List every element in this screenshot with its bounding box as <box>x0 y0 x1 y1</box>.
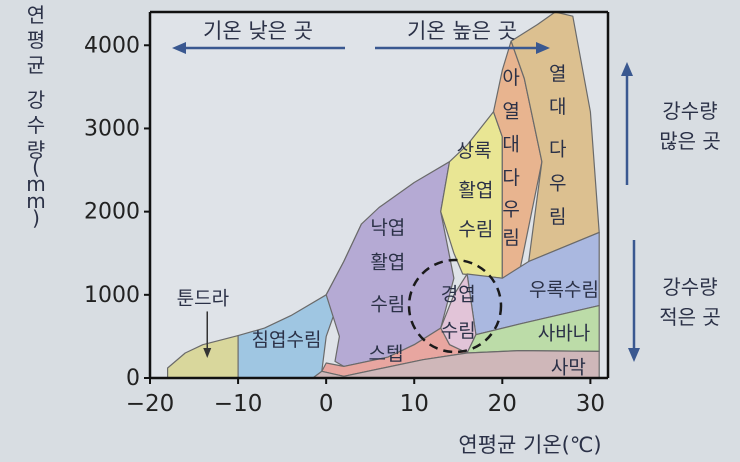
low-precip-line2: 적은 곳 <box>659 305 721 329</box>
region-label-2: 낙엽 <box>370 217 405 239</box>
x-axis-title: 연평균 기온(℃) <box>458 433 601 457</box>
region-label-11: 다 <box>502 167 519 189</box>
low-temp-label: 기온 낮은 곳 <box>203 19 313 43</box>
y-tick-3: 3000 <box>84 116 140 141</box>
region-label-18: 림 <box>549 206 566 228</box>
region-label-22: 사바나 <box>538 322 590 344</box>
region-label-20: 경엽 <box>441 283 476 305</box>
region-label-12: 우 <box>502 198 519 220</box>
region-label-15: 대 <box>549 96 566 118</box>
region-label-0: 툰드라 <box>177 287 229 309</box>
high-temp-label: 기온 높은 곳 <box>407 19 517 43</box>
region-label-3: 활엽 <box>370 252 405 274</box>
temp-arrows: 기온 낮은 곳 기온 높은 곳 <box>172 19 550 54</box>
region-10 <box>312 350 600 379</box>
region-label-10: 대 <box>502 134 519 156</box>
region-label-14: 열 <box>549 63 566 85</box>
x-tick-5: 30 <box>576 391 605 417</box>
low-precip-text: 강수량 적은 곳 <box>642 272 738 332</box>
highlight-dashed-circle <box>407 258 503 354</box>
region-label-4: 수림 <box>370 293 405 315</box>
y-tick-4: 4000 <box>84 33 140 58</box>
region-label-6: 활엽 <box>458 179 493 201</box>
region-label-23: 스텝 <box>369 343 404 365</box>
high-precip-line1: 강수량 <box>662 99 718 123</box>
x-tick-1: −10 <box>214 391 263 417</box>
x-tick-2: 0 <box>319 391 334 417</box>
region-5 <box>510 11 600 263</box>
region-label-7: 수림 <box>458 218 493 240</box>
region-label-1: 침엽수림 <box>252 329 322 351</box>
region-label-19: 우록수림 <box>529 279 599 301</box>
axes <box>148 10 610 380</box>
x-tick-4: 20 <box>488 391 517 417</box>
y-tick-0: 0 <box>126 366 140 391</box>
region-label-21: 수림 <box>441 320 476 342</box>
high-precip-line2: 많은 곳 <box>659 129 721 153</box>
y-tick-1: 1000 <box>84 283 140 308</box>
region-label-13: 림 <box>502 227 519 249</box>
y-tick-2: 2000 <box>84 200 140 225</box>
region-label-8: 아 <box>502 67 519 89</box>
region-label-9: 열 <box>502 100 519 122</box>
biome-regions <box>150 11 608 379</box>
low-precip-arrowhead <box>628 348 640 362</box>
region-2 <box>325 161 455 367</box>
high-temp-arrowhead <box>536 42 550 54</box>
low-precip-line1: 강수량 <box>662 275 718 299</box>
high-precip-arrowhead <box>621 62 633 76</box>
region-label-16: 다 <box>549 139 566 161</box>
tick-labels: −20 −10 0 10 20 30 0 1000 2000 3000 4000 연평균 기온(℃) 연… <box>26 3 605 457</box>
region-label-24: 사막 <box>551 357 586 379</box>
x-tick-0: −20 <box>126 391 175 417</box>
low-temp-arrowhead <box>172 42 186 54</box>
high-precip-text: 강수량 많은 곳 <box>642 96 738 156</box>
x-tick-3: 10 <box>400 391 429 417</box>
region-label-5: 상록 <box>457 140 492 162</box>
tundra-pointer-head <box>203 348 212 359</box>
precip-arrows <box>621 62 640 362</box>
region-label-17: 우 <box>549 173 566 195</box>
